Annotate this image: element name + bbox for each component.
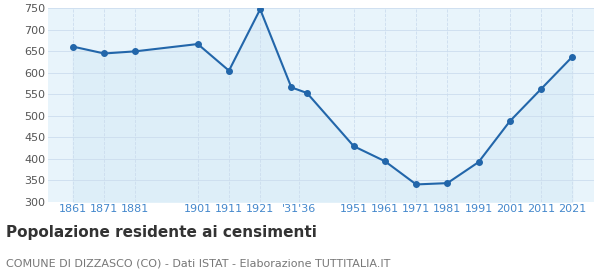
- Text: Popolazione residente ai censimenti: Popolazione residente ai censimenti: [6, 225, 317, 241]
- Text: COMUNE DI DIZZASCO (CO) - Dati ISTAT - Elaborazione TUTTITALIA.IT: COMUNE DI DIZZASCO (CO) - Dati ISTAT - E…: [6, 259, 391, 269]
